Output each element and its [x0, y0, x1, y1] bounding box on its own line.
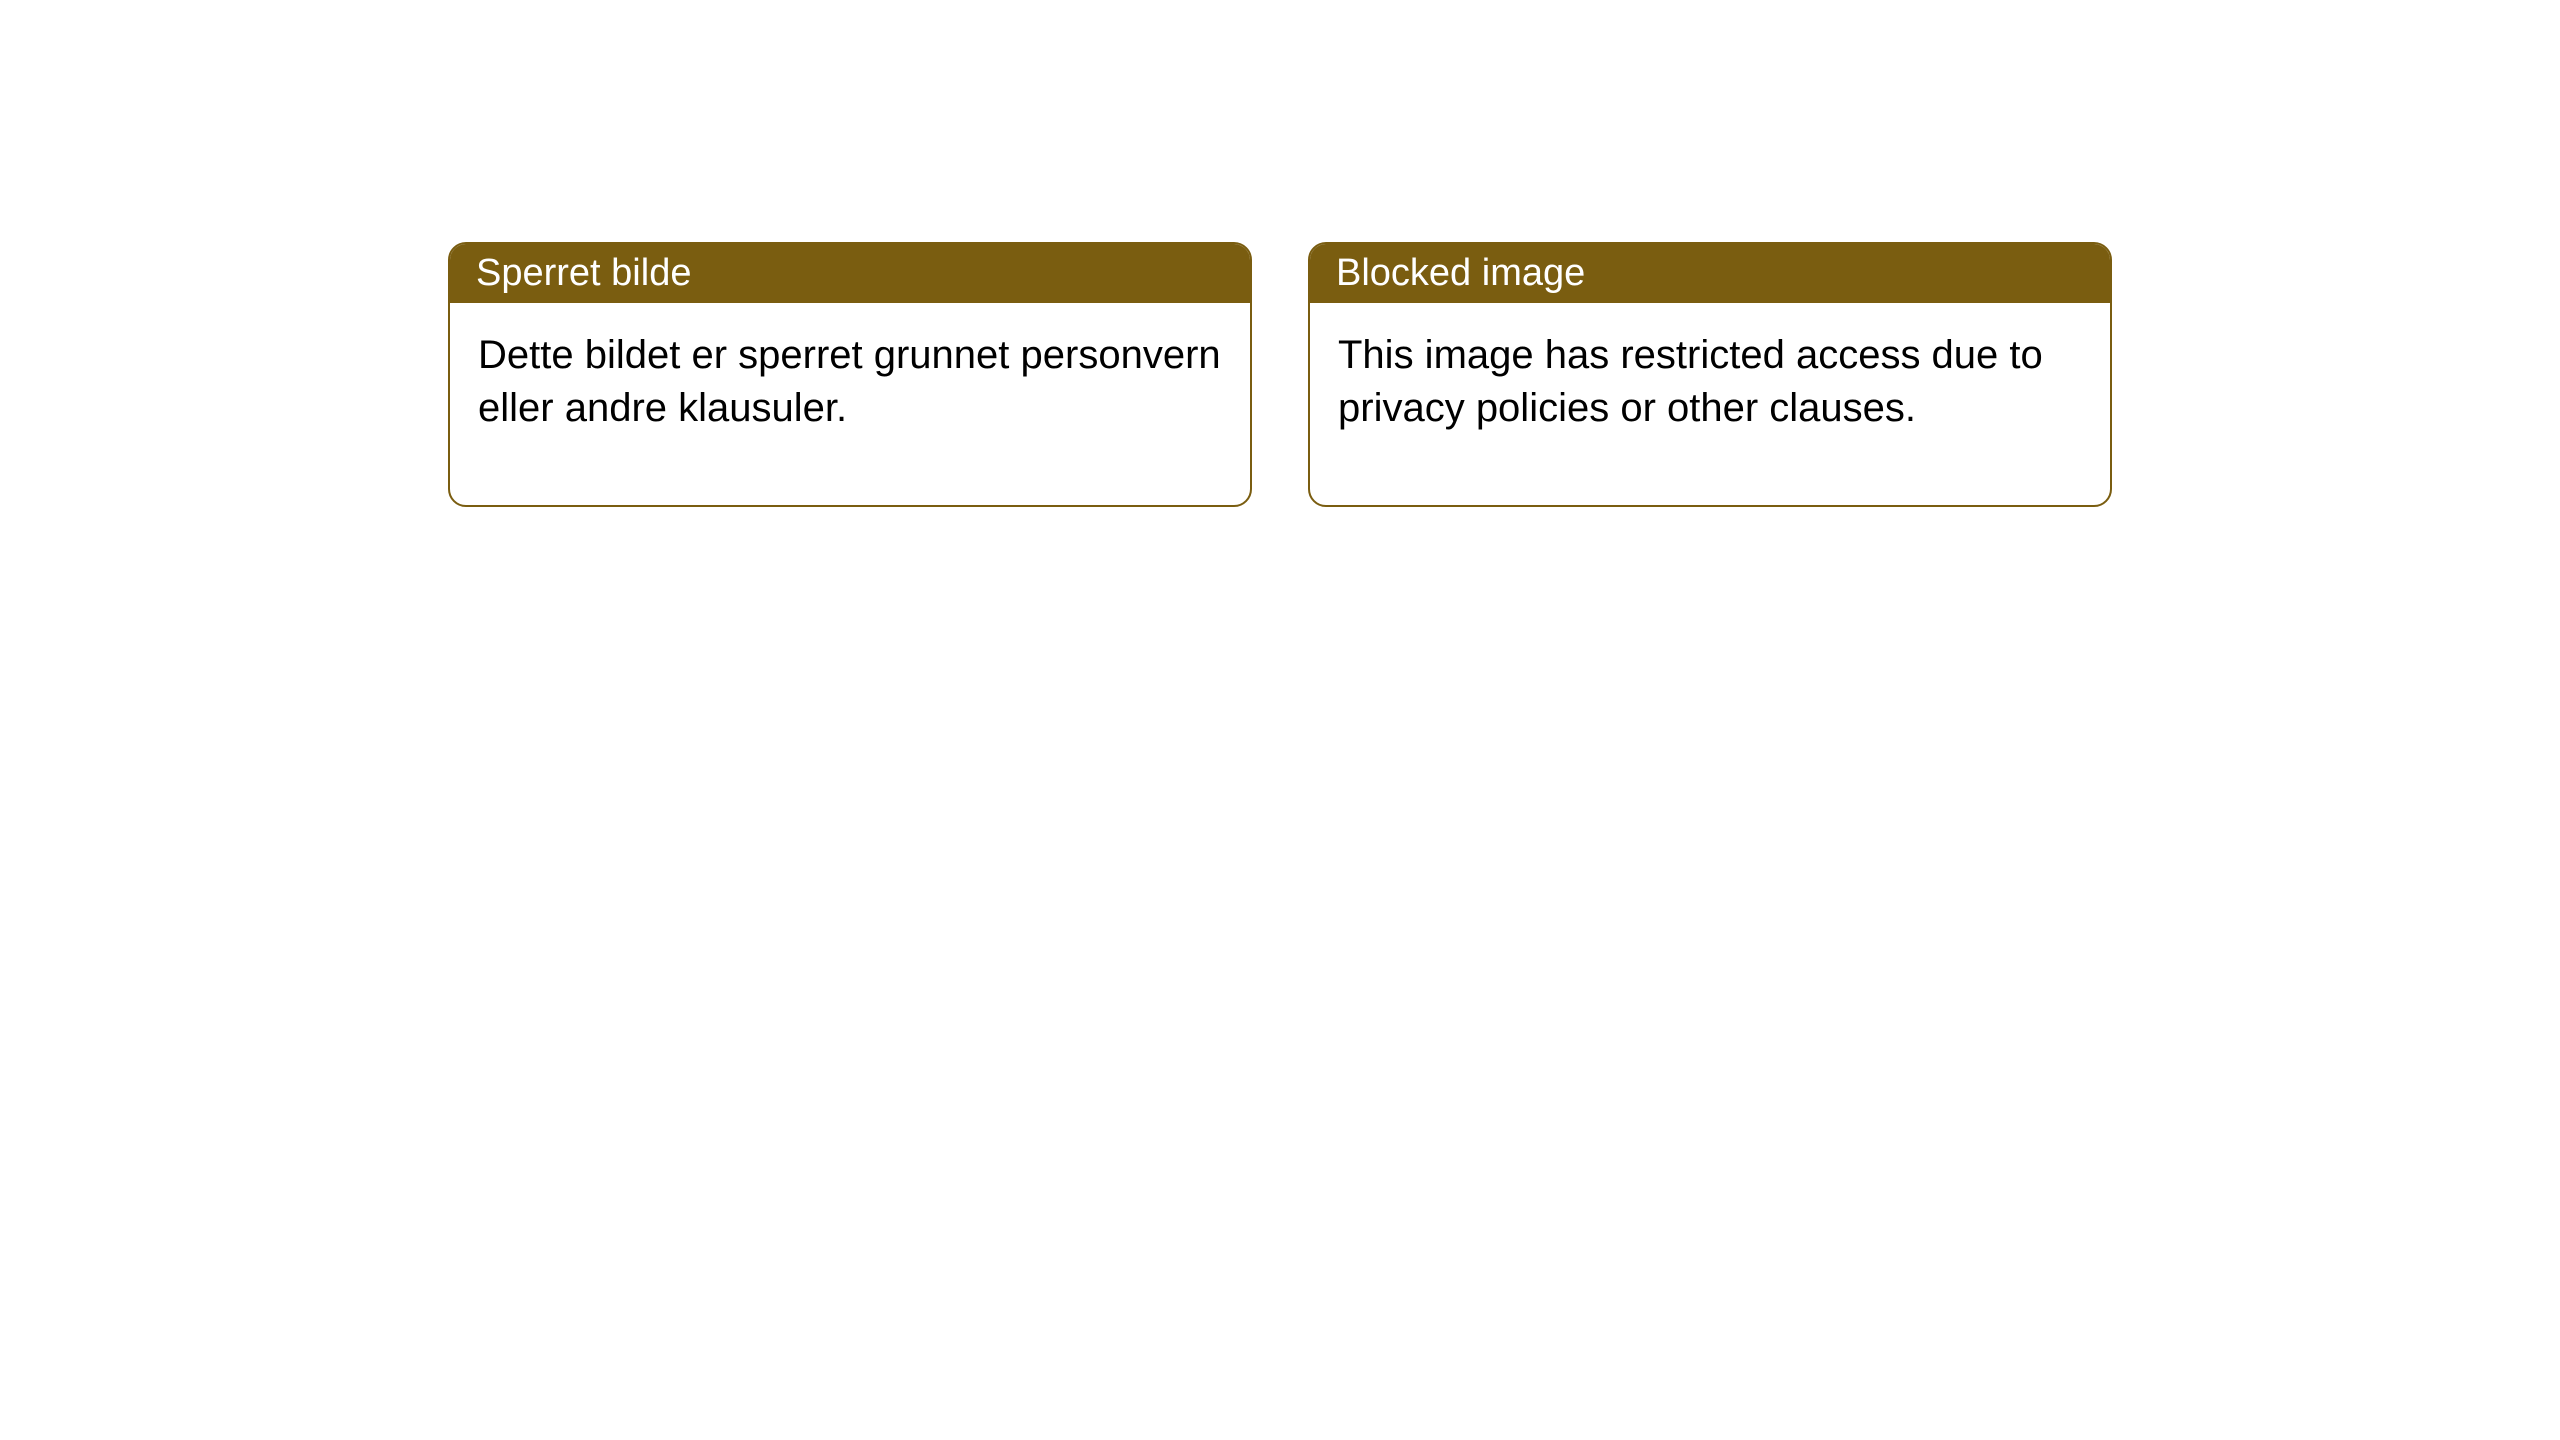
- notice-header-no: Sperret bilde: [450, 244, 1250, 303]
- notice-header-en: Blocked image: [1310, 244, 2110, 303]
- notice-text-en: This image has restricted access due to …: [1338, 333, 2043, 430]
- notice-container: Sperret bilde Dette bildet er sperret gr…: [448, 242, 2112, 507]
- notice-title-en: Blocked image: [1336, 252, 1585, 294]
- notice-body-no: Dette bildet er sperret grunnet personve…: [450, 303, 1250, 505]
- notice-text-no: Dette bildet er sperret grunnet personve…: [478, 333, 1221, 430]
- notice-title-no: Sperret bilde: [476, 252, 691, 294]
- notice-box-en: Blocked image This image has restricted …: [1308, 242, 2112, 507]
- notice-box-no: Sperret bilde Dette bildet er sperret gr…: [448, 242, 1252, 507]
- notice-body-en: This image has restricted access due to …: [1310, 303, 2110, 505]
